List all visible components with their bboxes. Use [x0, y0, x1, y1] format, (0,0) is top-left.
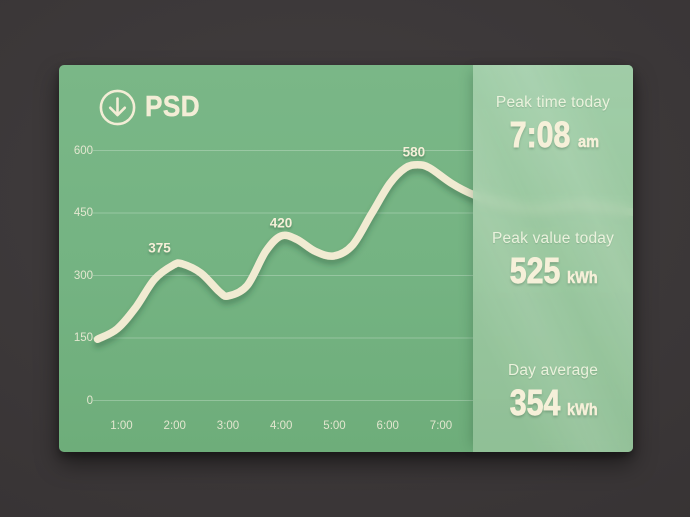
stats-panel: Peak time today 7:08 am Peak value today …: [473, 65, 633, 452]
stat-value: 525 kWh: [473, 250, 633, 291]
energy-line-chart: 0 150 300 450 600 1:00 2:00 3:00 4:00 5:00 6:00 7:0…: [59, 65, 633, 452]
peak-value-label: 580: [402, 144, 426, 160]
widget-title: PSD: [145, 90, 201, 123]
stat-peak-time: Peak time today 7:08 am: [473, 92, 633, 155]
x-axis-tick-label: 5:00: [323, 420, 346, 432]
y-axis-tick-label: 450: [73, 207, 93, 219]
stat-unit: am: [578, 133, 600, 152]
widget-header: PSD: [99, 88, 206, 126]
x-axis-tick-label: 3:00: [216, 420, 240, 432]
stat-number: 354: [509, 382, 560, 423]
x-axis-tick-label: 7:00: [429, 420, 453, 432]
stat-number: 7:08: [509, 114, 571, 155]
stat-number: 525: [509, 250, 560, 291]
stat-unit: kWh: [566, 269, 598, 288]
stat-value: 354 kWh: [473, 382, 633, 423]
y-axis-tick-label: 150: [73, 332, 93, 344]
stat-label: Day average: [507, 362, 599, 379]
usage-line: [93, 160, 633, 343]
x-axis-tick-label: 2:00: [163, 420, 186, 432]
stat-unit: kWh: [566, 401, 598, 420]
stats-widget-card: 0 150 300 450 600 1:00 2:00 3:00 4:00 5:00 6:00 7:0…: [59, 65, 633, 452]
download-icon[interactable]: [99, 89, 136, 126]
chart-canvas: [93, 150, 633, 401]
y-axis-tick-label: 600: [73, 144, 93, 157]
stat-value: 7:08 am: [473, 114, 633, 155]
stat-day-average: Day average 354 kWh: [473, 360, 633, 423]
stat-label: Peak value today: [491, 230, 615, 247]
peak-value-label: 420: [269, 215, 293, 231]
x-axis-tick-label: 4:00: [270, 420, 293, 432]
y-axis-tick-label: 300: [73, 269, 93, 282]
x-axis-tick-label: 6:00: [376, 420, 399, 432]
stat-peak-value: Peak value today 525 kWh: [473, 228, 633, 291]
x-axis-tick-label: 1:00: [110, 420, 133, 432]
stat-label: Peak time today: [495, 94, 611, 111]
y-axis-tick-label: 0: [86, 394, 93, 407]
peak-value-label: 375: [148, 240, 171, 256]
